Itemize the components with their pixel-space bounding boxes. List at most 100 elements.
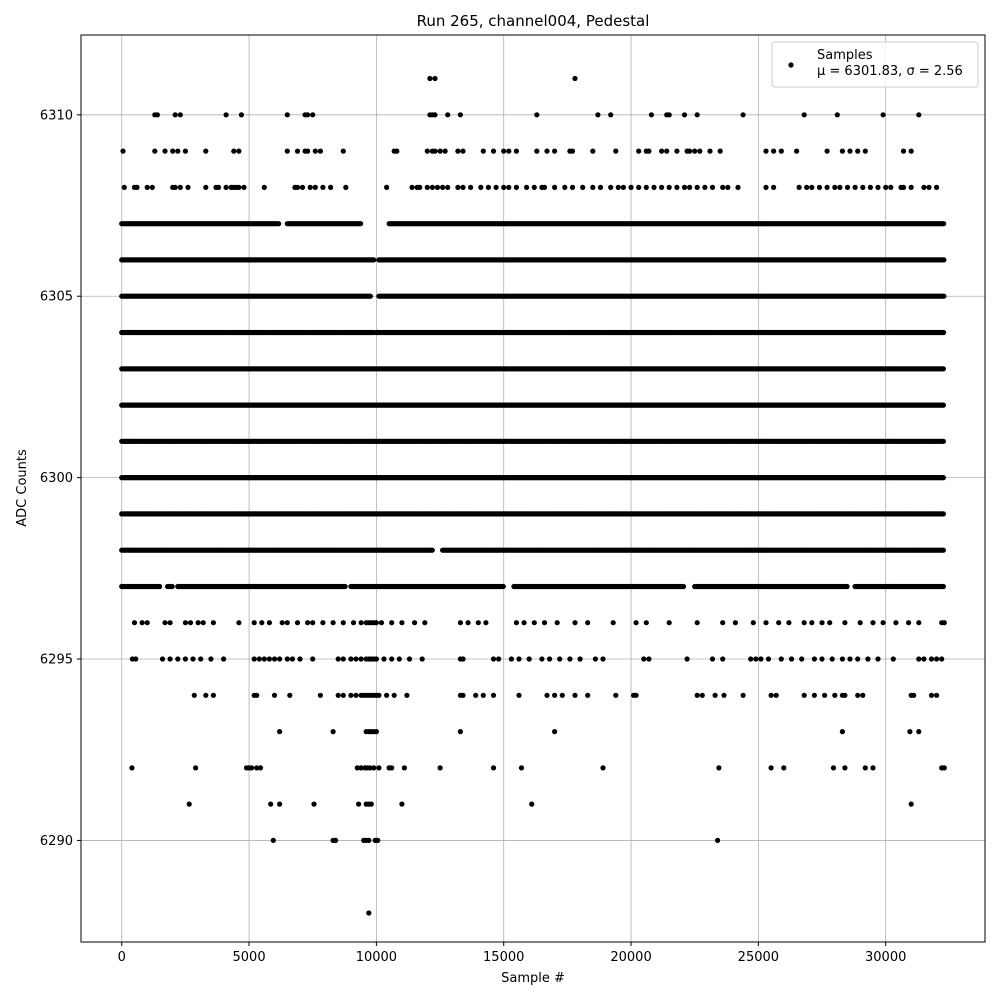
sample-point bbox=[842, 692, 848, 698]
sample-point bbox=[827, 620, 833, 626]
sample-point bbox=[480, 692, 486, 698]
sample-point bbox=[721, 692, 727, 698]
sample-point bbox=[847, 656, 853, 662]
sample-point bbox=[358, 765, 364, 771]
sample-point bbox=[193, 765, 199, 771]
sample-point bbox=[781, 765, 787, 771]
sample-point bbox=[353, 656, 359, 662]
sample-point bbox=[473, 692, 479, 698]
sample-point bbox=[210, 692, 216, 698]
sample-point bbox=[378, 620, 385, 626]
sample-point bbox=[844, 583, 850, 590]
sample-point bbox=[373, 620, 379, 626]
sample-point bbox=[335, 656, 341, 662]
sample-point bbox=[376, 765, 382, 771]
sample-point bbox=[277, 729, 283, 735]
sample-point bbox=[406, 656, 413, 662]
sample-point bbox=[350, 620, 357, 626]
sample-point bbox=[399, 620, 405, 626]
sample-point bbox=[811, 656, 818, 662]
sample-point bbox=[271, 692, 278, 698]
sample-point bbox=[539, 656, 545, 662]
sample-point bbox=[559, 692, 565, 698]
sample-point bbox=[646, 656, 652, 662]
sample-point bbox=[928, 692, 935, 698]
sample-point bbox=[529, 801, 535, 807]
sample-point bbox=[763, 620, 769, 626]
sample-point bbox=[175, 656, 181, 662]
sample-point bbox=[366, 837, 372, 844]
sample-point bbox=[375, 837, 381, 844]
sample-point bbox=[404, 692, 410, 698]
sample-point bbox=[333, 837, 339, 844]
sample-point bbox=[317, 692, 323, 698]
sample-point bbox=[191, 692, 197, 698]
sample-point bbox=[256, 656, 262, 662]
sample-point bbox=[287, 692, 293, 698]
sample-point bbox=[460, 692, 466, 698]
sample-point bbox=[552, 692, 558, 698]
sample-point bbox=[266, 620, 272, 626]
sample-point bbox=[778, 656, 784, 662]
sample-point bbox=[144, 620, 150, 626]
sample-point bbox=[916, 729, 922, 735]
sample-point bbox=[839, 729, 846, 735]
sample-point bbox=[457, 620, 463, 626]
sample-point bbox=[822, 692, 828, 698]
sample-point bbox=[348, 692, 354, 698]
sample-point bbox=[289, 656, 295, 662]
sample-point bbox=[776, 620, 782, 626]
sample-point bbox=[508, 656, 514, 662]
sample-point bbox=[839, 656, 846, 662]
sample-point bbox=[200, 620, 206, 626]
sample-point bbox=[167, 620, 173, 626]
sample-point bbox=[753, 656, 759, 662]
sample-point bbox=[279, 620, 285, 626]
sample-point bbox=[709, 656, 716, 662]
sample-point bbox=[516, 656, 522, 662]
sample-point bbox=[801, 620, 807, 626]
sample-point bbox=[429, 547, 435, 553]
sample-point bbox=[221, 656, 227, 662]
sample-point bbox=[633, 692, 639, 698]
sample-point bbox=[911, 692, 917, 698]
sample-point bbox=[340, 620, 346, 626]
sample-point bbox=[500, 583, 506, 590]
sample-point bbox=[340, 692, 346, 698]
sample-point bbox=[513, 620, 520, 626]
sample-point bbox=[832, 692, 838, 698]
sample-point bbox=[557, 656, 563, 662]
sample-point bbox=[356, 801, 362, 807]
sample-point bbox=[401, 765, 407, 771]
sample-point bbox=[251, 656, 257, 662]
sample-point bbox=[940, 583, 947, 590]
sample-point bbox=[305, 620, 311, 626]
sample-point bbox=[680, 583, 687, 590]
sample-point bbox=[358, 620, 364, 626]
sample-point bbox=[880, 620, 886, 626]
sample-point bbox=[311, 801, 317, 807]
sample-point bbox=[516, 692, 522, 698]
sample-point bbox=[261, 656, 267, 662]
sample-point bbox=[496, 656, 502, 662]
data-points bbox=[119, 75, 947, 916]
sample-point bbox=[585, 620, 591, 626]
sample-point bbox=[633, 620, 639, 626]
sample-point bbox=[773, 692, 779, 698]
sample-point bbox=[399, 801, 405, 807]
sample-point bbox=[284, 620, 290, 626]
sample-point bbox=[167, 656, 173, 662]
sample-point bbox=[373, 729, 379, 735]
sample-point bbox=[934, 692, 940, 698]
sample-point bbox=[297, 656, 303, 662]
sample-point bbox=[353, 692, 359, 698]
sample-point bbox=[908, 801, 914, 807]
sample-point bbox=[460, 656, 466, 662]
sample-point bbox=[257, 765, 264, 771]
sample-point bbox=[169, 583, 175, 590]
sample-point bbox=[541, 620, 548, 626]
sample-point bbox=[254, 692, 260, 698]
sample-point bbox=[195, 620, 201, 626]
sample-point bbox=[389, 620, 395, 626]
